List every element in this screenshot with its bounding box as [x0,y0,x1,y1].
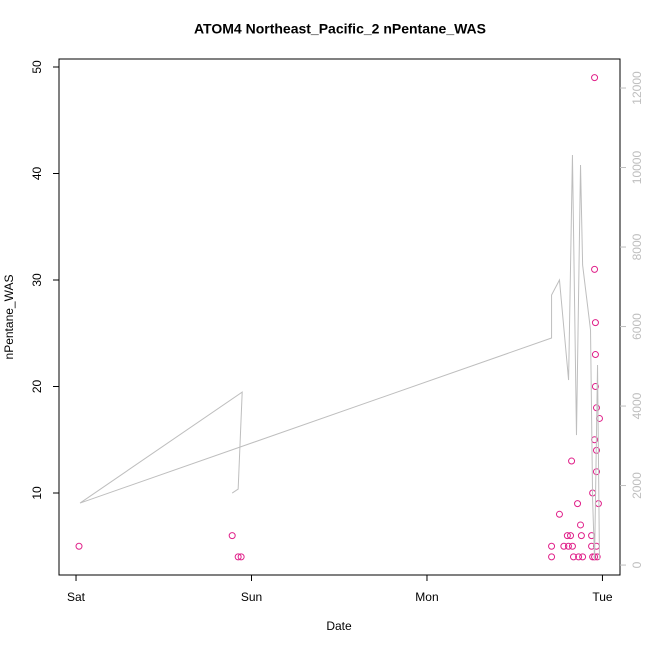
point [560,542,568,550]
point [591,351,599,359]
point [568,457,576,465]
point [595,414,603,422]
point [591,265,599,273]
x-tick-label: Sun [241,590,262,604]
y2-tick-label: 8000 [630,233,644,260]
y-axis-label: nPentane_WAS [2,275,16,360]
plot-frame [58,58,621,576]
y2-tick-label: 2000 [630,472,644,499]
point [564,542,572,550]
point [568,542,576,550]
point [75,542,83,550]
point [548,542,556,550]
point [567,532,575,540]
x-tick-label: Tue [592,590,613,604]
point [569,553,577,561]
point [577,532,585,540]
point [548,553,556,561]
x-tick-label: Sat [67,590,86,604]
y2-tick-label: 6000 [630,313,644,340]
point [563,532,571,540]
point [237,553,245,561]
line [79,155,600,561]
point [574,500,582,508]
y2-tick-label: 0 [630,561,644,568]
y2-tick-label: 10000 [630,151,644,185]
point [555,510,563,518]
point [591,382,599,390]
point [591,74,599,82]
point [589,553,597,561]
chart-title: ATOM4 Northeast_Pacific_2 nPentane_WAS [194,21,486,37]
x-axis-label: Date [326,619,352,633]
point [579,553,587,561]
x-tick-label: Mon [415,590,438,604]
y2-tick-label: 12000 [630,71,644,105]
point [228,532,236,540]
y-tick-label: 20 [30,379,44,393]
point [234,553,242,561]
point [591,319,599,327]
y-tick-label: 40 [30,166,44,180]
y2-tick-label: 4000 [630,392,644,419]
point [592,468,600,476]
y-tick-label: 50 [30,60,44,74]
y-tick-label: 10 [30,486,44,500]
y-tick-label: 30 [30,273,44,287]
point [575,553,583,561]
point [577,521,585,529]
